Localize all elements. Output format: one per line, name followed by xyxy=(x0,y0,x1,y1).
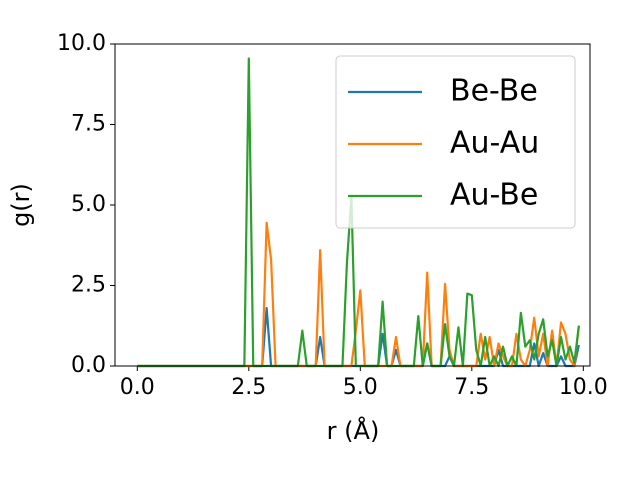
legend-label: Be-Be xyxy=(450,74,538,109)
x-axis-label: r (Å) xyxy=(327,416,380,445)
x-tick-label: 0.0 xyxy=(120,375,155,400)
y-tick-label: 5.0 xyxy=(71,192,106,217)
legend-label: Au-Au xyxy=(450,126,539,161)
y-tick-label: 2.5 xyxy=(71,273,106,298)
y-axis-label: g(r) xyxy=(7,183,35,227)
legend-label: Au-Be xyxy=(450,178,538,213)
x-tick-label: 5.0 xyxy=(343,375,378,400)
x-tick-label: 7.5 xyxy=(454,375,489,400)
legend-box xyxy=(335,55,576,229)
y-tick-label: 7.5 xyxy=(71,112,106,137)
x-tick-label: 2.5 xyxy=(231,375,266,400)
x-tick-label: 10.0 xyxy=(559,375,608,400)
y-tick-label: 0.0 xyxy=(71,353,106,378)
axes-frame xyxy=(114,43,591,367)
y-tick-label: 10.0 xyxy=(57,31,106,56)
